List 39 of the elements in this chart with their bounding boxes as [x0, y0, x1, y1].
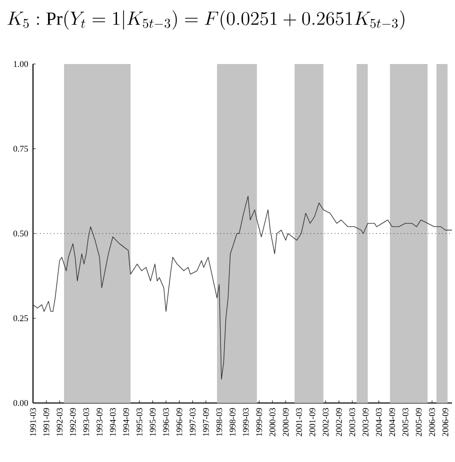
y-tick-label: 0.50	[13, 230, 28, 236]
chart-title: $K_5 : \Pr(Y_t = 1|K_{5t-3}) = F(0.0251+0.2651K_{5t-3})$	[8, 10, 404, 30]
x-tick-label: 1994-03	[110, 408, 116, 436]
y-tick-label: 0.75	[13, 146, 28, 152]
x-tick-label: 1996-09	[176, 408, 182, 436]
x-tick-label: 2003-03	[349, 408, 356, 436]
x-tick-label: 2000-09	[282, 408, 289, 436]
x-tick-label: 2006-09	[442, 408, 448, 436]
x-tick-label: 1993-03	[83, 408, 90, 436]
x-tick-label: 2004-03	[376, 408, 382, 436]
y-tick-label: 0.00	[13, 400, 28, 406]
x-tick-label: 1998-03	[216, 408, 222, 436]
x-tick-label: 1991-09	[43, 408, 50, 436]
x-tick-label: 2003-09	[362, 408, 368, 436]
x-tick-label: 1995-09	[150, 408, 156, 436]
x-tick-label: 1996-03	[163, 408, 169, 436]
x-tick-label: 1999-03	[242, 408, 249, 436]
x-tick-label: 1991-03	[30, 408, 36, 436]
x-tick-label: 1994-09	[123, 408, 130, 436]
x-tick-label: 1998-09	[230, 408, 236, 436]
x-tick-label: 1997-03	[190, 408, 196, 436]
x-tick-label: 1999-09	[256, 408, 262, 436]
x-tick-label: 2001-09	[309, 408, 316, 436]
y-tick-label: 1.00	[14, 61, 28, 67]
x-tick-label: 1997-09	[203, 408, 209, 436]
y-tick-label: 0.25	[13, 315, 28, 322]
line-series	[32, 196, 452, 380]
x-tick-label: 2005-03	[402, 408, 408, 436]
x-tick-label: 2002-09	[336, 408, 342, 436]
x-tick-label: 2002-03	[322, 408, 329, 436]
x-tick-label: 2006-03	[429, 408, 435, 436]
x-tick-label: 2004-09	[389, 408, 396, 436]
x-tick-label: 1995-03	[136, 408, 142, 436]
x-tick-label: 2000-03	[270, 408, 276, 436]
x-tick-label: 2005-09	[416, 408, 422, 436]
x-tick-label: 1992-09	[70, 408, 76, 436]
x-tick-label: 1992-03	[56, 408, 63, 436]
x-tick-label: 1993-09	[96, 408, 102, 436]
x-tick-label: 2001-03	[296, 408, 302, 436]
